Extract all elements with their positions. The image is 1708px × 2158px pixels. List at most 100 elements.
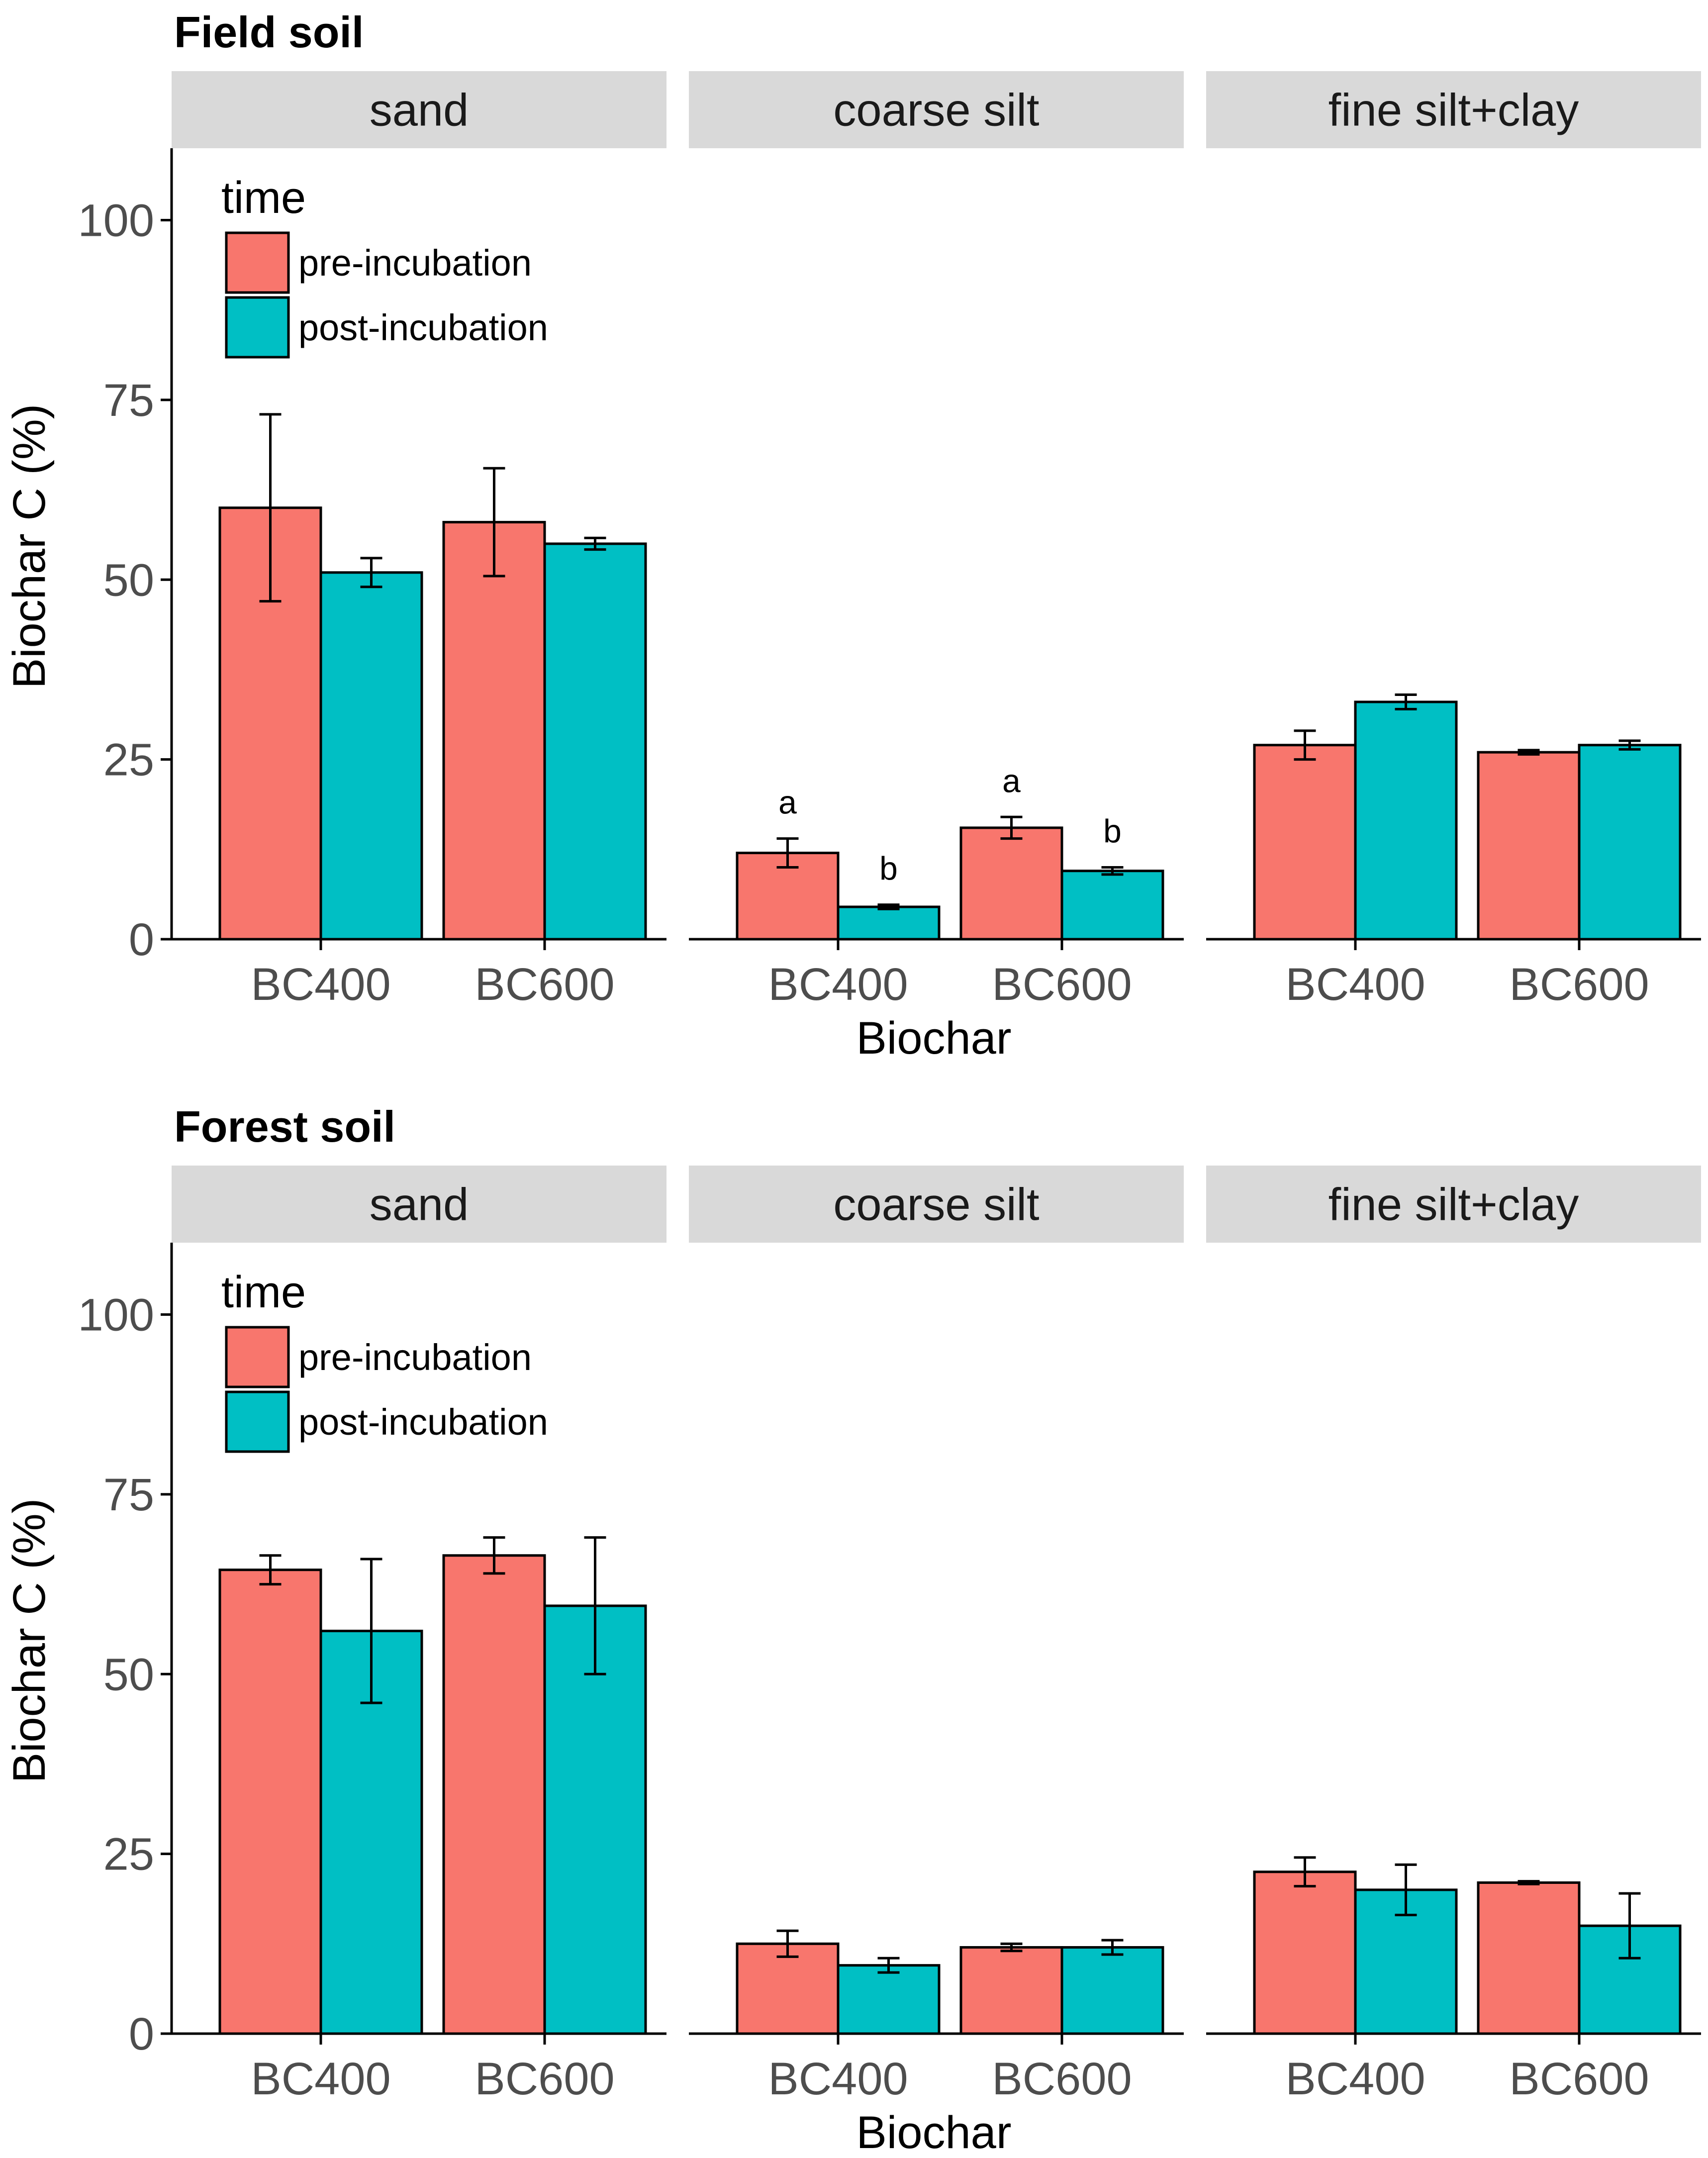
y-tick-label: 100 xyxy=(78,196,155,246)
y-tick-label: 75 xyxy=(103,375,154,426)
error-bar-post-incubation-bc600 xyxy=(584,536,606,551)
x-tick-label: BC600 xyxy=(1509,2054,1649,2104)
legend-swatch-post-incubation xyxy=(225,1390,290,1453)
facet-strip xyxy=(689,1166,1184,1243)
bar-pre-incubation-bc400 xyxy=(1253,744,1357,941)
facet-coarse-silt: coarse silt BC400 a b BC600 a b Biochar xyxy=(689,71,1184,1064)
legend-swatch-post-incubation xyxy=(225,296,290,359)
legend-label-pre-incubation: pre-incubation xyxy=(298,242,532,284)
error-bar-pre-incubation-bc600 xyxy=(1000,815,1023,840)
bar-pre-incubation-bc600 xyxy=(1477,1881,1581,2035)
x-axis-title: Biochar xyxy=(856,2107,1012,2158)
error-bar-post-incubation-bc600 xyxy=(1618,1892,1641,1960)
legend: time pre-incubation post-incubation xyxy=(221,1268,548,1453)
error-bar-post-incubation-bc600 xyxy=(1618,739,1641,751)
y-tick-label: 0 xyxy=(129,914,154,965)
facet-strip-label: coarse silt xyxy=(833,85,1039,136)
y-tick-label: 50 xyxy=(103,555,154,605)
facet-strip-label: sand xyxy=(370,85,469,136)
facet-strip xyxy=(172,71,666,148)
error-bar-pre-incubation-bc400 xyxy=(776,1929,799,1958)
x-tick-label: BC600 xyxy=(992,959,1132,1010)
chart-title: Field soil xyxy=(174,7,364,57)
facet-sand: sand BC400 BC600 xyxy=(172,71,666,1010)
bar-pre-incubation-bc600 xyxy=(442,1554,546,2035)
error-bar-pre-incubation-bc400 xyxy=(776,837,799,869)
facet-strip xyxy=(172,1166,666,1243)
y-axis-title: Biochar C (%) xyxy=(4,1498,55,1783)
chart-title: Forest soil xyxy=(174,1102,395,1151)
facet-sand: sand BC400 BC600 xyxy=(172,1166,666,2104)
y-tick-label: 25 xyxy=(103,1829,154,1880)
error-bar-pre-incubation-bc600 xyxy=(1518,749,1540,756)
bar-post-incubation-bc600 xyxy=(543,1604,647,2035)
error-bar-pre-incubation-bc600 xyxy=(1000,1942,1023,1953)
bar-post-incubation-bc400 xyxy=(319,571,423,941)
error-bar-post-incubation-bc400 xyxy=(360,1558,382,1704)
error-bar-pre-incubation-bc600 xyxy=(483,467,505,578)
x-tick-label: BC400 xyxy=(1285,959,1425,1010)
y-tick-label: 50 xyxy=(103,1649,154,1700)
x-tick-label: BC600 xyxy=(474,2054,614,2104)
facet-strip-label: sand xyxy=(370,1179,469,1230)
y-tick-label: 100 xyxy=(78,1290,155,1341)
bar-pre-incubation-bc600 xyxy=(959,1946,1063,2035)
x-tick-label: BC600 xyxy=(992,2054,1132,2104)
error-bar-pre-incubation-bc400 xyxy=(259,1554,282,1586)
legend-label-post-incubation: post-incubation xyxy=(298,307,548,348)
facet-strip-label: fine silt+clay xyxy=(1328,1179,1579,1230)
facet-strip xyxy=(689,71,1184,148)
facet-strip xyxy=(1206,71,1701,148)
x-tick-label: BC600 xyxy=(474,959,614,1010)
error-bar-post-incubation-bc400 xyxy=(877,1957,900,1974)
y-tick-label: 25 xyxy=(103,735,154,785)
bar-post-incubation-bc400 xyxy=(837,1964,941,2035)
significance-letter: a xyxy=(1002,762,1021,799)
chart-forest-soil: Forest soil 0 25 50 75 100 Biochar C (%) sand BC… xyxy=(4,1102,1701,2158)
error-bar-post-incubation-bc600 xyxy=(584,1536,606,1675)
legend-label-post-incubation: post-incubation xyxy=(298,1401,548,1443)
error-bar-pre-incubation-bc600 xyxy=(483,1536,505,1575)
x-tick-label: BC400 xyxy=(251,2054,390,2104)
bar-post-incubation-bc400 xyxy=(1354,700,1458,941)
bar-pre-incubation-bc400 xyxy=(1253,1870,1357,2035)
facet-strip-label: fine silt+clay xyxy=(1328,85,1579,136)
y-axis-title: Biochar C (%) xyxy=(4,404,55,689)
significance-letter: a xyxy=(778,784,797,821)
y-tick-label: 75 xyxy=(103,1470,154,1520)
x-tick-label: BC600 xyxy=(1509,959,1649,1010)
error-bar-post-incubation-bc400 xyxy=(1395,1863,1417,1916)
x-tick-label: BC400 xyxy=(768,959,908,1010)
error-bar-post-incubation-bc400 xyxy=(877,903,900,910)
x-tick-label: BC400 xyxy=(251,959,390,1010)
chart-field-soil: Field soil 0 25 50 75 100 Biochar C (%) sand BC4… xyxy=(4,7,1701,1064)
bar-pre-incubation-bc600 xyxy=(959,826,1063,941)
bar-post-incubation-bc600 xyxy=(1578,744,1682,941)
significance-letter: b xyxy=(879,850,898,887)
y-tick-label: 0 xyxy=(129,2009,154,2060)
bar-post-incubation-bc600 xyxy=(543,542,647,941)
bar-pre-incubation-bc600 xyxy=(1477,751,1581,941)
error-bar-post-incubation-bc400 xyxy=(1395,693,1417,710)
error-bar-pre-incubation-bc400 xyxy=(259,413,282,603)
x-tick-label: BC400 xyxy=(768,2054,908,2104)
bar-pre-incubation-bc400 xyxy=(218,1569,322,2035)
error-bar-post-incubation-bc600 xyxy=(1101,1939,1124,1956)
x-tick-label: BC400 xyxy=(1285,2054,1425,2104)
legend-title: time xyxy=(221,173,306,223)
error-bar-post-incubation-bc400 xyxy=(360,557,382,589)
legend-swatch-pre-incubation xyxy=(225,1326,290,1388)
significance-letter: b xyxy=(1103,812,1122,849)
bar-post-incubation-bc600 xyxy=(1060,870,1164,941)
bar-post-incubation-bc400 xyxy=(837,905,941,941)
error-bar-pre-incubation-bc400 xyxy=(1294,1856,1316,1888)
facet-strip-label: coarse silt xyxy=(833,1179,1039,1230)
facet-fine-silt-clay: fine silt+clay BC400 BC600 xyxy=(1206,71,1701,1010)
legend-swatch-pre-incubation xyxy=(225,231,290,294)
legend-title: time xyxy=(221,1268,306,1317)
error-bar-pre-incubation-bc400 xyxy=(1294,729,1316,761)
x-axis-title: Biochar xyxy=(856,1013,1012,1064)
error-bar-post-incubation-bc600 xyxy=(1101,866,1124,876)
